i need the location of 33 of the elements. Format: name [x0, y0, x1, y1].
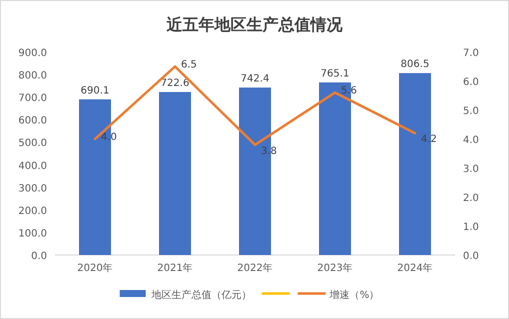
y-tick-label: 900.0 [18, 48, 47, 59]
legend-label: 增速（%） [328, 289, 380, 301]
x-tick-label: 2024年 [397, 262, 433, 274]
y2-tick-label: 4.0 [463, 135, 479, 146]
y2-tick-label: 2.0 [463, 193, 479, 204]
data-label: 765.1 [320, 68, 350, 80]
y-tick-label: 300.0 [18, 183, 47, 194]
y2-tick-label: 3.0 [463, 164, 479, 175]
data-label: 806.5 [400, 59, 430, 70]
y2-tick-label: 5.0 [463, 106, 479, 117]
y2-tick-label: 1.0 [463, 222, 479, 233]
y-tick-label: 200.0 [18, 206, 47, 217]
data-label: 722.6 [160, 78, 190, 90]
data-label: 742.4 [240, 74, 270, 85]
y-tick-label: 0.0 [31, 251, 47, 262]
y2-tick-label: 6.0 [463, 77, 479, 88]
data-label: 6.5 [181, 60, 197, 70]
x-tick-label: 2021年 [157, 262, 193, 274]
y-tick-label: 700.0 [18, 93, 47, 104]
y-tick-label: 800.0 [18, 70, 47, 82]
legend-label: 地区生产总值（亿元） [150, 289, 252, 301]
y2-tick-label: 7.0 [463, 48, 479, 59]
y-tick-label: 500.0 [18, 138, 47, 150]
chart-title: 近五年地区生产总值情况 [166, 15, 344, 34]
x-tick-label: 2020年 [77, 262, 113, 274]
x-tick-label: 2023年 [317, 262, 353, 274]
bar [159, 92, 191, 255]
y2-tick-label: 0.0 [463, 251, 479, 262]
x-tick-label: 2022年 [237, 262, 273, 274]
y-tick-label: 100.0 [18, 228, 47, 240]
data-label: 690.1 [80, 85, 110, 96]
y-tick-label: 600.0 [18, 116, 47, 127]
y-tick-label: 400.0 [18, 160, 47, 172]
